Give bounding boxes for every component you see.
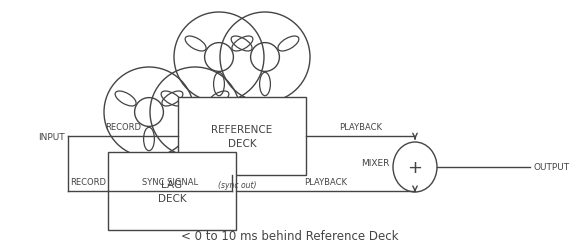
Bar	[108, 152, 236, 230]
Text: < 0 to 10 ms behind Reference Deck: < 0 to 10 ms behind Reference Deck	[181, 229, 399, 242]
Text: LAG
DECK: LAG DECK	[158, 179, 186, 203]
Text: +: +	[408, 158, 422, 176]
Text: REFERENCE
DECK: REFERENCE DECK	[211, 124, 273, 148]
Text: MIXER: MIXER	[361, 158, 389, 167]
Text: (sync out): (sync out)	[218, 180, 256, 189]
Text: RECORD: RECORD	[105, 122, 141, 132]
Text: PLAYBACK: PLAYBACK	[339, 122, 382, 132]
Ellipse shape	[393, 142, 437, 192]
Text: OUTPUT: OUTPUT	[533, 163, 569, 172]
Text: INPUT: INPUT	[38, 132, 65, 141]
Text: SYNC SIGNAL: SYNC SIGNAL	[142, 177, 198, 186]
Text: PLAYBACK: PLAYBACK	[304, 177, 347, 186]
Bar	[178, 98, 306, 175]
Text: RECORD: RECORD	[70, 177, 106, 186]
